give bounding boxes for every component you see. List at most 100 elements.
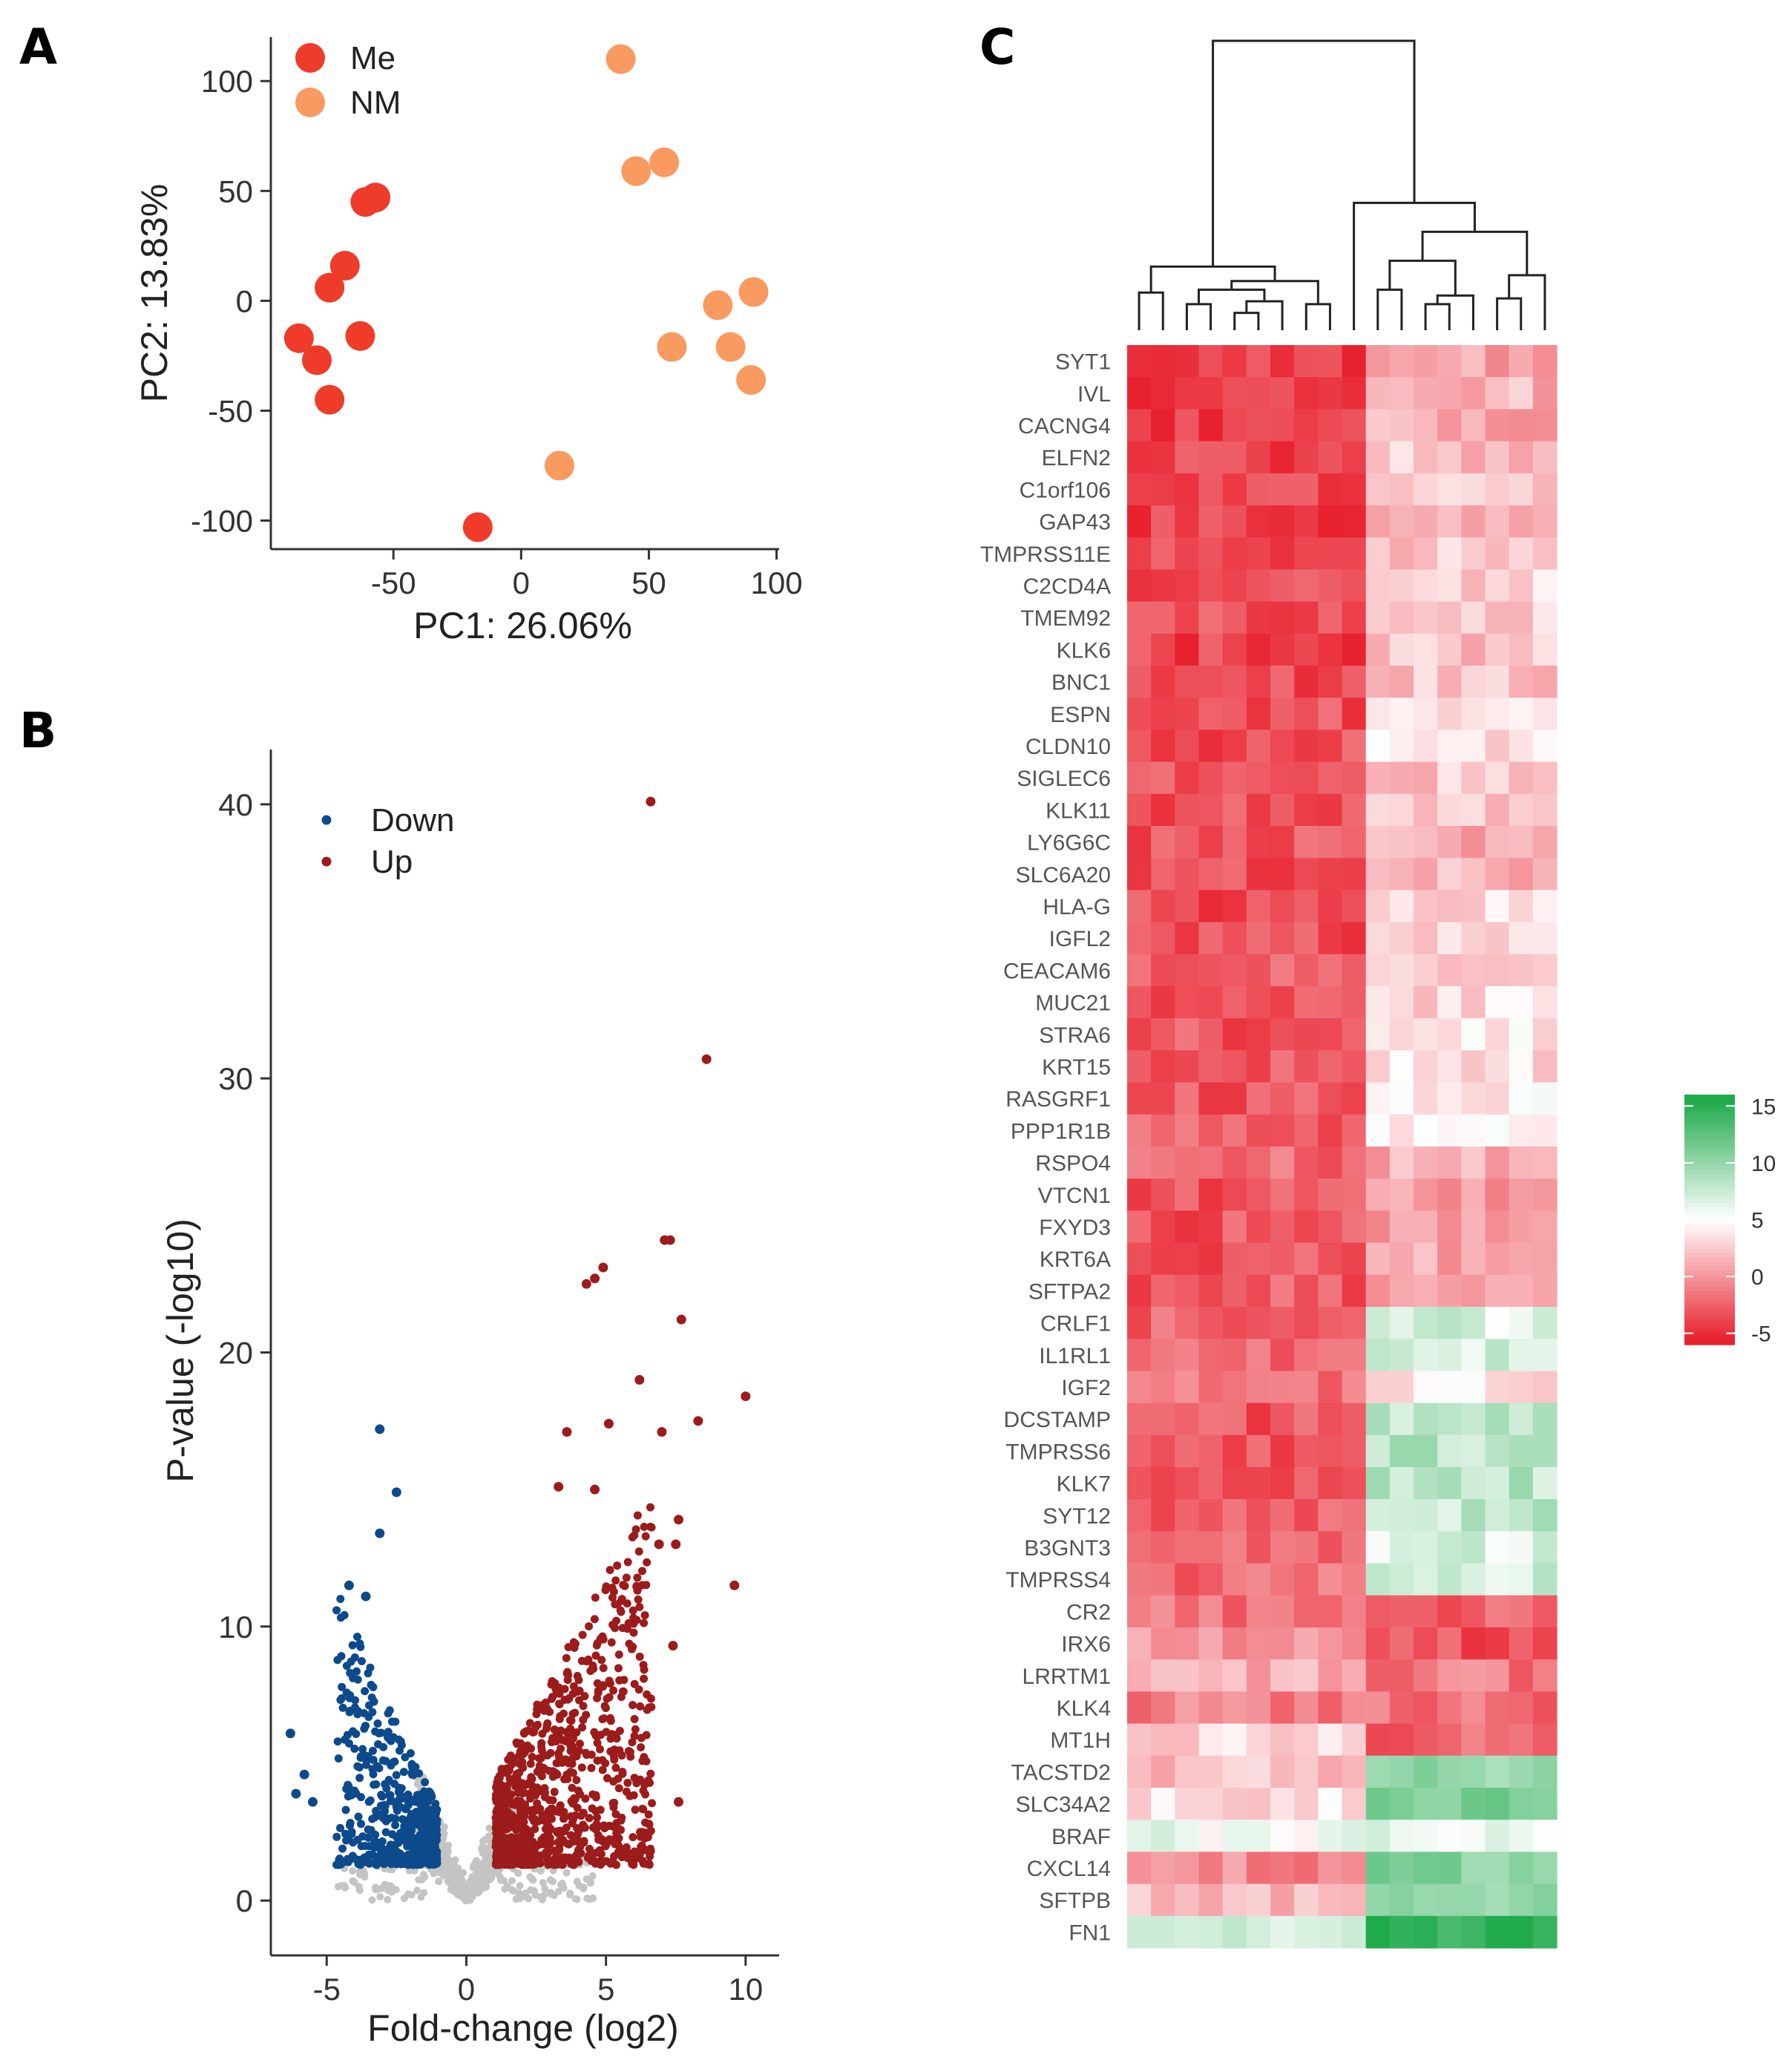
gene-label: CRLF1 — [1040, 1312, 1111, 1336]
heatmap-cell — [1198, 1595, 1224, 1628]
heatmap-cell — [1414, 1852, 1438, 1885]
heatmap-cell — [1318, 1371, 1343, 1404]
heatmap-cell — [1461, 377, 1486, 410]
heatmap-cell — [1175, 537, 1200, 570]
heatmap-cell — [1246, 858, 1271, 891]
heatmap-cell — [1151, 1050, 1175, 1083]
volcano-point-down — [416, 1860, 425, 1869]
heatmap-cell — [1485, 1915, 1510, 1949]
volcano-point-up — [591, 1793, 600, 1802]
heatmap-cell — [1509, 537, 1534, 570]
colorbar-segment — [1684, 1269, 1735, 1275]
gene-label: SLC34A2 — [1016, 1793, 1111, 1817]
heatmap-cell — [1246, 698, 1271, 730]
heatmap-cell — [1222, 761, 1247, 795]
y-tick-label: 0 — [236, 1883, 253, 1918]
volcano-point-down — [374, 1740, 383, 1749]
volcano-point-down — [356, 1752, 365, 1761]
heatmap-cell — [1222, 793, 1247, 827]
heatmap-cell — [1437, 537, 1462, 570]
volcano-point-up — [629, 1791, 638, 1800]
heatmap-cell — [1270, 1595, 1295, 1628]
heatmap-cell — [1437, 1178, 1462, 1211]
gene-label: TMPRSS11E — [980, 542, 1111, 567]
heatmap-cell — [1437, 1018, 1462, 1051]
volcano-point-up — [609, 1777, 618, 1786]
gene-label: SYT1 — [1055, 350, 1111, 375]
volcano-point-ns — [467, 1886, 476, 1894]
volcano-point-down — [353, 1710, 362, 1719]
volcano-point-down — [368, 1814, 377, 1823]
volcano-point-up — [580, 1838, 588, 1847]
heatmap-cell — [1509, 1114, 1534, 1147]
heatmap-cell — [1175, 698, 1200, 730]
heatmap-cell — [1461, 1852, 1486, 1885]
heatmap-cell — [1222, 345, 1247, 378]
heatmap-cell — [1294, 858, 1319, 891]
heatmap-cell — [1175, 1210, 1200, 1244]
heatmap-cell — [1270, 345, 1295, 378]
heatmap-cell — [1270, 954, 1295, 987]
heatmap-cell — [1151, 1307, 1175, 1339]
heatmap-cell — [1342, 890, 1367, 923]
volcano-point-up — [608, 1593, 617, 1602]
volcano-point-down — [419, 1852, 428, 1860]
volcano-point-up — [599, 1664, 608, 1673]
heatmap-cell — [1127, 793, 1152, 827]
heatmap-cell — [1222, 1274, 1247, 1308]
heatmap-cell — [1414, 1242, 1438, 1276]
heatmap-cell — [1318, 1467, 1343, 1500]
heatmap-cell — [1127, 1082, 1152, 1115]
heatmap-cell — [1437, 441, 1462, 474]
volcano-point-up — [635, 1652, 644, 1661]
heatmap-cell — [1461, 633, 1486, 666]
heatmap-cell — [1342, 633, 1367, 666]
volcano-point-ns — [562, 1869, 571, 1877]
colorbar-segment — [1684, 1186, 1735, 1191]
heatmap-cell — [1389, 1050, 1414, 1083]
heatmap-cell — [1365, 345, 1391, 378]
heatmap-cell — [1509, 1274, 1534, 1308]
volcano-point-up — [543, 1859, 552, 1868]
heatmap-cell — [1318, 409, 1343, 442]
heatmap-cell — [1342, 377, 1367, 410]
heatmap-cell — [1175, 633, 1200, 666]
heatmap-cell — [1151, 633, 1175, 666]
volcano-point-up — [562, 1737, 571, 1746]
heatmap-cell — [1389, 601, 1414, 634]
heatmap-cell — [1414, 1339, 1438, 1371]
heatmap-cell — [1389, 409, 1414, 442]
volcano-point-down — [346, 1668, 355, 1677]
volcano-point-up — [563, 1676, 572, 1685]
colorbar-segment — [1684, 1311, 1735, 1316]
volcano-point-down — [416, 1831, 424, 1840]
heatmap-cell — [1175, 1820, 1200, 1852]
heatmap-cell — [1318, 345, 1343, 378]
heatmap-cell — [1414, 1403, 1438, 1436]
volcano-point-up — [622, 1787, 631, 1796]
volcano-point-ns — [368, 1896, 376, 1904]
heatmap-cell — [1509, 1627, 1534, 1660]
volcano-point-down — [401, 1805, 410, 1814]
heatmap-cell — [1509, 1723, 1534, 1757]
volcano-point-up — [568, 1837, 577, 1846]
heatmap-cell — [1175, 890, 1200, 923]
heatmap-cell — [1127, 1403, 1152, 1436]
volcano-point-up — [605, 1676, 614, 1685]
volcano-point-down — [348, 1641, 357, 1650]
heatmap-cell — [1414, 569, 1438, 603]
heatmap-cell — [1246, 826, 1271, 859]
volcano-point-up — [573, 1849, 582, 1858]
heatmap-cell — [1437, 1467, 1462, 1500]
heatmap-cell — [1485, 1691, 1510, 1725]
heatmap-cell — [1318, 1883, 1343, 1917]
volcano-point-up — [519, 1817, 528, 1826]
volcano-point-down — [408, 1857, 417, 1866]
colorbar-tick-label: -5 — [1751, 1322, 1771, 1347]
volcano-point-up — [593, 1857, 602, 1866]
heatmap-cell — [1509, 1210, 1534, 1244]
volcano-point-up — [644, 1810, 653, 1819]
volcano-point-down — [368, 1746, 377, 1755]
heatmap-cell — [1151, 826, 1175, 859]
volcano-point-down — [429, 1849, 438, 1857]
